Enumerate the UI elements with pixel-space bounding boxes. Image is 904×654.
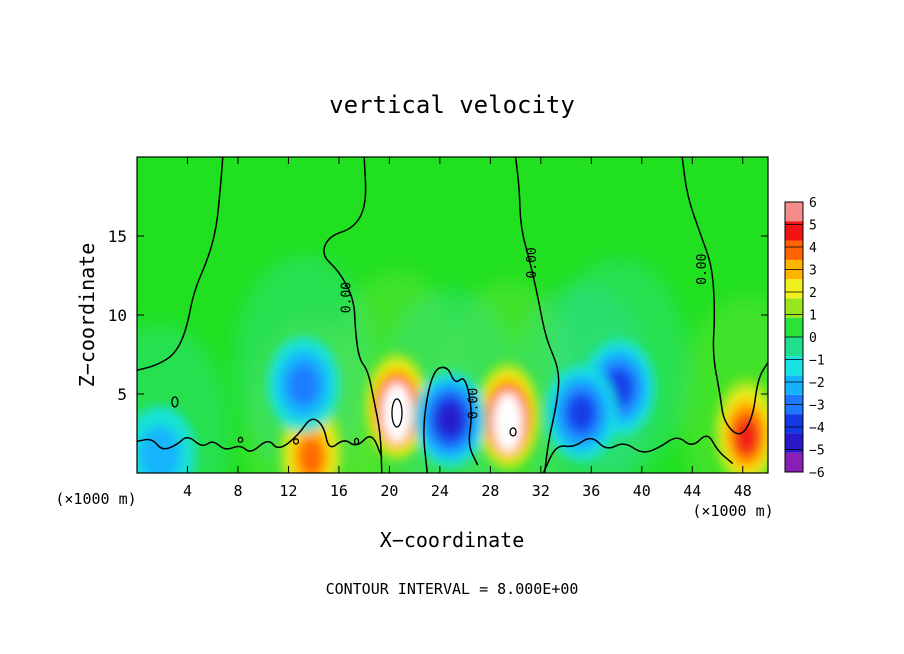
colorbar-swatch-9 — [785, 279, 803, 299]
contour-interval-footer: CONTOUR INTERVAL = 8.000E+00 — [326, 580, 579, 598]
colorbar-swatch-11 — [785, 240, 803, 260]
colorbar-label-11: 5 — [809, 219, 817, 234]
zero-contour-loop-1 — [237, 436, 244, 443]
zero-contour-loop-5 — [509, 427, 517, 437]
zero-contour-loop-3 — [353, 437, 360, 446]
contour-label-0: 0.00 — [339, 282, 354, 313]
updraft-core-2 — [714, 377, 768, 473]
colorbar-label-7: 1 — [809, 309, 817, 324]
x-tick-label-36: 36 — [582, 482, 600, 500]
chart-title: vertical velocity — [329, 91, 575, 119]
colorbar-label-12: 6 — [809, 196, 817, 211]
colorbar-swatch-4 — [785, 375, 803, 395]
zero-contour-3 — [681, 157, 768, 435]
zero-contours — [137, 157, 768, 473]
colorbar-swatch-6 — [785, 337, 803, 357]
x-tick-label-16: 16 — [330, 482, 348, 500]
downdraft-core-4 — [413, 371, 486, 468]
colorbar-label-0: −6 — [809, 466, 825, 481]
colorbar-label-10: 4 — [809, 241, 817, 256]
zero-contour-5 — [423, 366, 479, 473]
x-tick-label-44: 44 — [683, 482, 701, 500]
downdraft-core-6 — [545, 364, 618, 461]
colorbar-swatch-13 — [785, 202, 803, 222]
contour-label-3: 0.00 — [467, 388, 482, 419]
colorbar-label-8: 2 — [809, 286, 817, 301]
updraft-peak-1 — [493, 392, 524, 453]
colorbar-label-4: −2 — [809, 376, 825, 391]
zero-contour-0 — [137, 157, 224, 372]
x-tick-label-24: 24 — [431, 482, 449, 500]
x-tick-label-28: 28 — [481, 482, 499, 500]
colorbar: −6 −5 −4 −3 −2 −1 0 1 2 3 4 5 6 — [784, 196, 825, 481]
x-unit-label-left: (×1000 m) — [55, 490, 136, 508]
colorbar-swatch-12 — [785, 221, 803, 241]
x-tick-label-8: 8 — [233, 482, 242, 500]
colorbar-swatch-8 — [785, 298, 803, 318]
x-tick-label-48: 48 — [734, 482, 752, 500]
colorbar-swatch-2 — [785, 414, 803, 434]
velocity-field — [137, 254, 768, 473]
contour-label-2: 0.00 — [695, 254, 710, 285]
zero-contour-loop-0 — [171, 396, 179, 408]
x-tick-label-20: 20 — [380, 482, 398, 500]
colorbar-swatch-5 — [785, 356, 803, 376]
zero-contour-1 — [323, 157, 383, 473]
x-tick-label-40: 40 — [633, 482, 651, 500]
downdraft-core-7 — [267, 336, 340, 433]
y-axis-label: Z−coordinate — [75, 243, 99, 388]
colorbar-label-6: 0 — [809, 331, 817, 346]
x-tick-label-4: 4 — [183, 482, 192, 500]
zero-contour-6 — [542, 435, 734, 473]
colorbar-label-5: −1 — [809, 354, 825, 369]
updraft-core-0 — [364, 352, 429, 461]
x-axis-label: X−coordinate — [380, 528, 525, 552]
y-tick-label-15: 15 — [108, 227, 127, 246]
colorbar-label-2: −4 — [809, 421, 825, 436]
colorbar-swatch-7 — [785, 317, 803, 337]
contour-labels: 0.00 0.00 0.00 0.00 — [339, 247, 710, 419]
contour-label-1: 0.00 — [525, 247, 540, 278]
y-tick-label-5: 5 — [117, 385, 127, 404]
colorbar-label-3: −3 — [809, 399, 825, 414]
updraft-core-1 — [476, 362, 541, 471]
zero-contour-4 — [137, 418, 383, 458]
colorbar-swatch-0 — [785, 452, 803, 472]
downdraft-core-8 — [137, 406, 196, 473]
y-tick-label-10: 10 — [108, 306, 127, 325]
colorbar-label-1: −5 — [809, 444, 825, 459]
updraft-peak-0 — [381, 382, 412, 443]
zero-contour-loop-4 — [391, 398, 403, 428]
colorbar-label-9: 3 — [809, 264, 817, 279]
x-unit-label-right: (×1000 m) — [692, 502, 773, 520]
y-axis-ticks: 5 10 15 — [108, 227, 768, 404]
colorbar-swatch-1 — [785, 433, 803, 453]
x-axis-ticks: 4 8 12 16 20 24 28 32 36 40 44 48 — [183, 157, 752, 500]
zero-contour-loop-2 — [292, 438, 300, 445]
zero-contour-2 — [514, 157, 560, 473]
plot-area: 0.000.00 0.000.00 4 8 12 16 20 24 28 32 36 40 44 48 … — [108, 156, 769, 500]
x-tick-label-12: 12 — [279, 482, 297, 500]
x-tick-label-32: 32 — [532, 482, 550, 500]
